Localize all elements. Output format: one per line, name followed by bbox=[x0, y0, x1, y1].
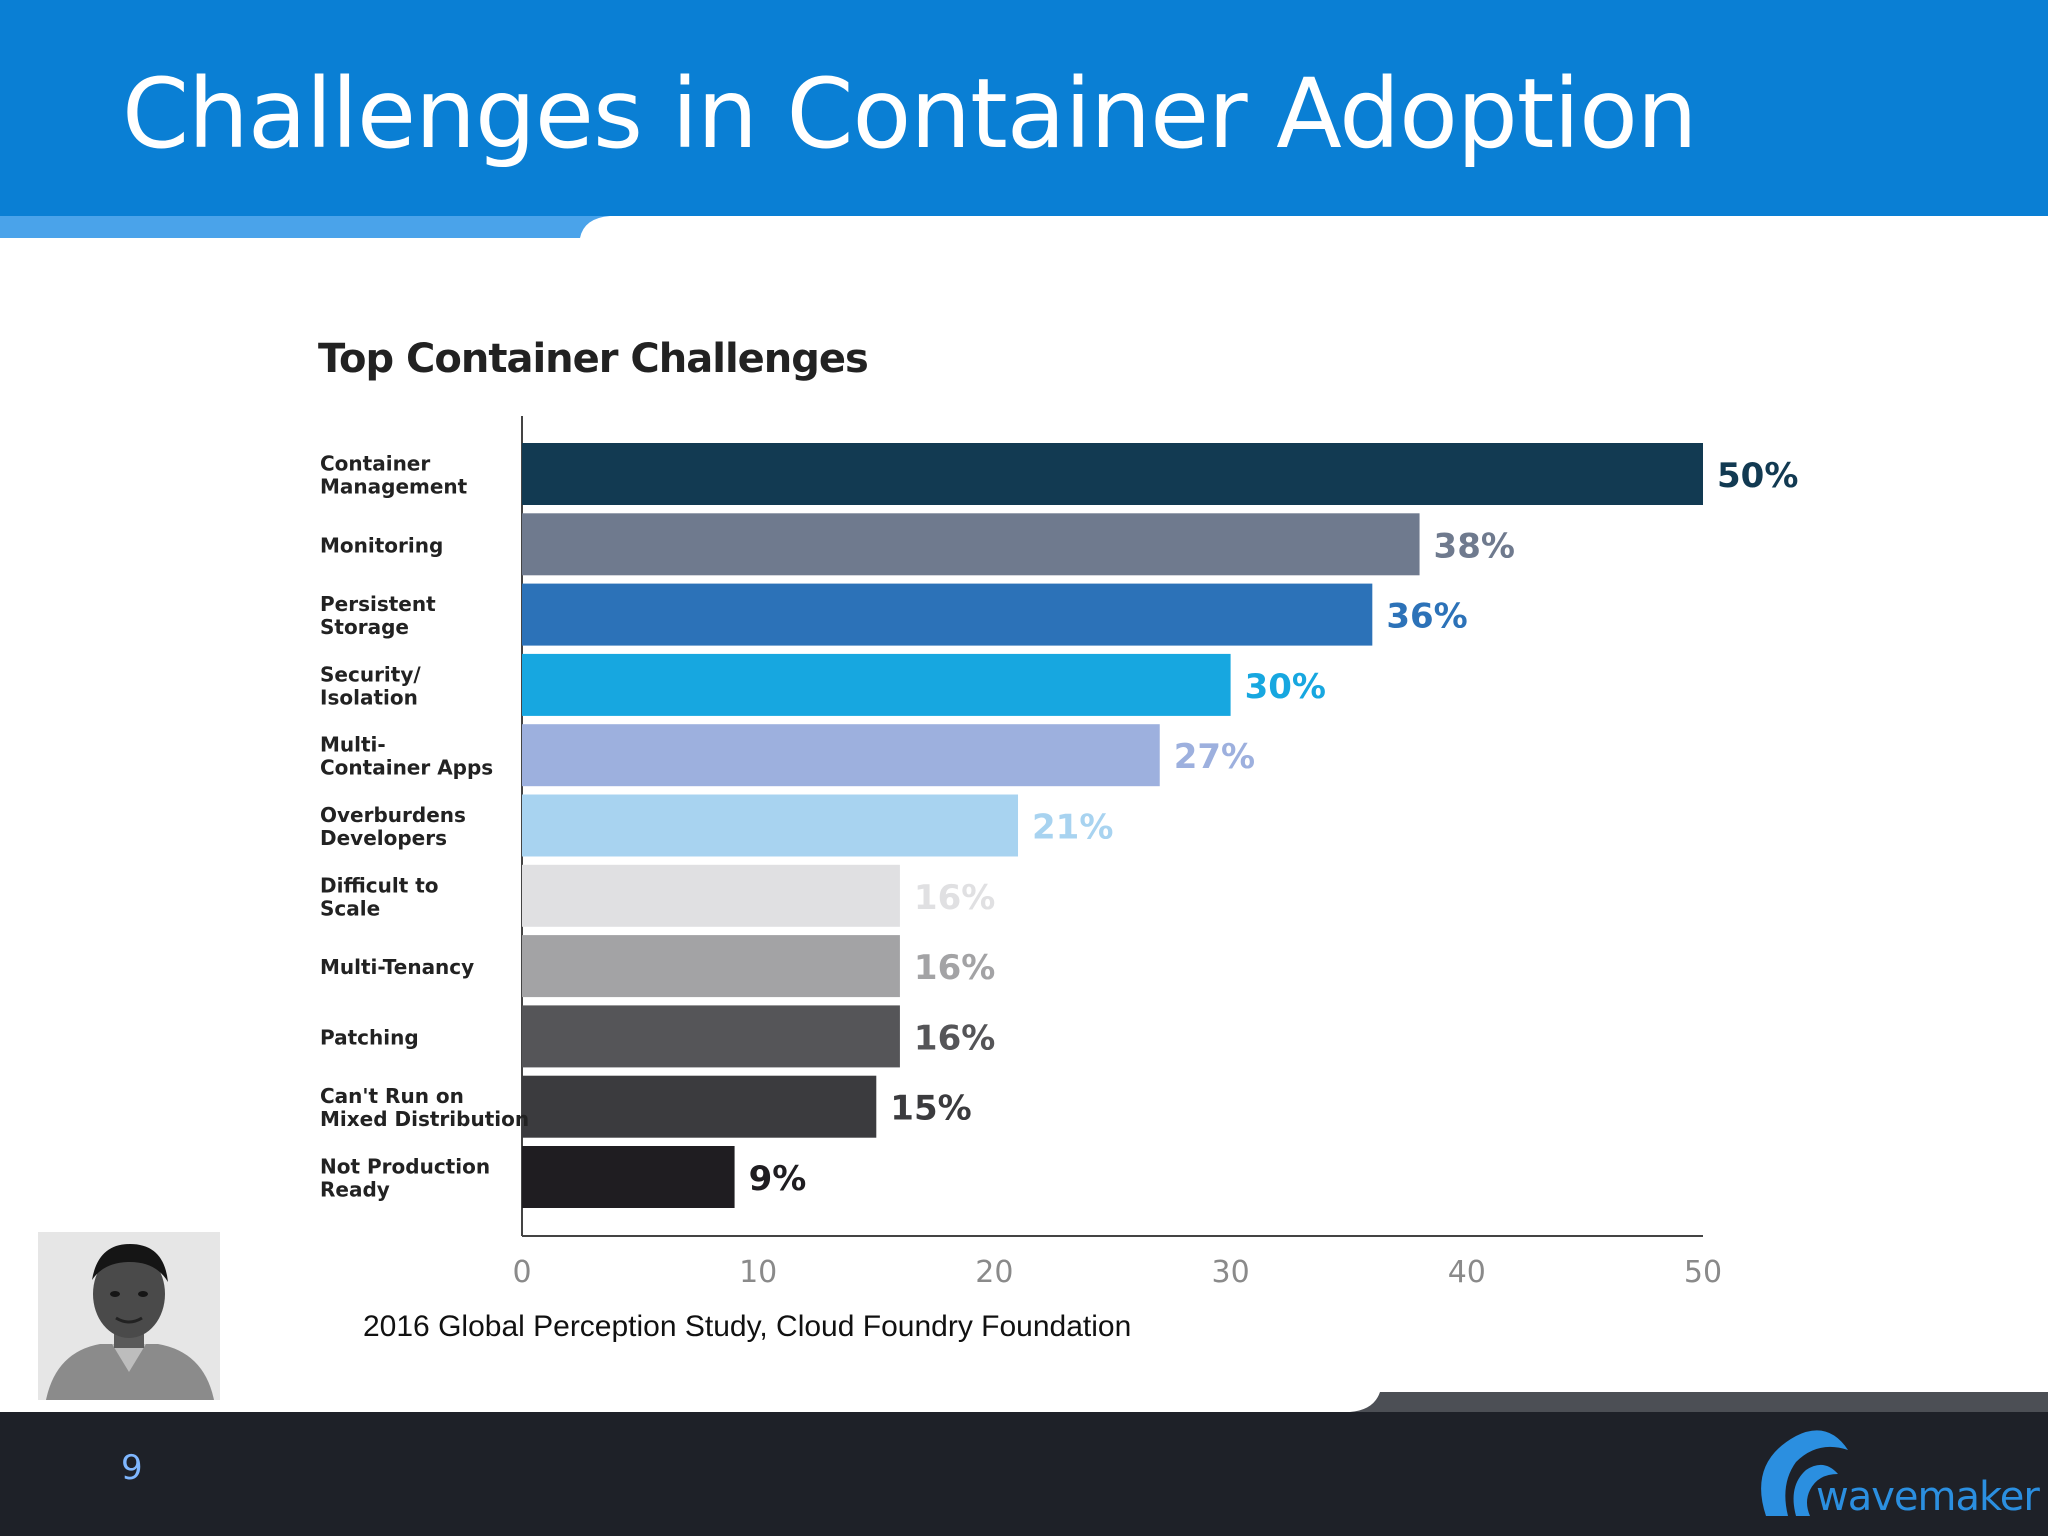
slide-title: Challenges in Container Adoption bbox=[122, 58, 1698, 170]
bar bbox=[522, 794, 1019, 857]
category-label: Persistent Storage bbox=[320, 592, 436, 639]
x-tick-label: 30 bbox=[1212, 1255, 1250, 1290]
data-label: 36% bbox=[1386, 597, 1467, 637]
chart-title: Top Container Challenges bbox=[318, 336, 869, 382]
x-tick-label: 20 bbox=[975, 1255, 1013, 1290]
category-label: Overburdens Developers bbox=[320, 803, 466, 850]
bar bbox=[522, 1005, 900, 1068]
category-label: Container Management bbox=[320, 452, 468, 499]
bar bbox=[522, 443, 1703, 505]
data-label: 50% bbox=[1717, 456, 1798, 496]
slide-footer bbox=[0, 1412, 2048, 1536]
x-tick-label: 50 bbox=[1684, 1255, 1722, 1290]
category-label: Difficult to Scale bbox=[320, 873, 439, 920]
data-label: 16% bbox=[914, 948, 995, 988]
bar bbox=[522, 1075, 877, 1138]
bar-chart: 50% Container Management 38% Monitoring 36% Pe… bbox=[320, 416, 1798, 1290]
category-label: Multi-Tenancy bbox=[320, 955, 474, 979]
bar bbox=[522, 583, 1373, 646]
bar bbox=[522, 935, 900, 998]
logo-text: wavemaker bbox=[1816, 1474, 2040, 1520]
data-label: 9% bbox=[749, 1159, 807, 1199]
category-label: Not Production Ready bbox=[320, 1155, 490, 1202]
data-label: 21% bbox=[1032, 808, 1113, 848]
data-label: 30% bbox=[1245, 667, 1326, 707]
footer-accent-curve bbox=[1350, 1392, 1390, 1412]
category-label: Monitoring bbox=[320, 533, 443, 557]
data-label: 38% bbox=[1434, 526, 1515, 566]
data-label: 27% bbox=[1174, 737, 1255, 777]
category-label: Can't Run on Mixed Distribution bbox=[320, 1084, 529, 1131]
bar bbox=[522, 1146, 735, 1208]
x-tick-label: 0 bbox=[512, 1255, 531, 1290]
data-label: 16% bbox=[914, 1018, 995, 1058]
category-label: Patching bbox=[320, 1025, 419, 1049]
bar bbox=[522, 653, 1231, 716]
category-label: Multi-Container Apps bbox=[320, 733, 493, 780]
footer-accent-strip bbox=[1380, 1392, 2048, 1412]
header-accent-curve bbox=[570, 216, 610, 238]
source-caption: 2016 Global Perception Study, Cloud Foun… bbox=[363, 1310, 1132, 1343]
x-tick-label: 40 bbox=[1448, 1255, 1486, 1290]
bar bbox=[522, 864, 900, 927]
page-number: 9 bbox=[121, 1448, 143, 1488]
bar bbox=[522, 513, 1420, 576]
category-label: Security/Isolation bbox=[320, 662, 421, 709]
bar bbox=[522, 724, 1160, 787]
data-label: 16% bbox=[914, 878, 995, 918]
wavemaker-logo-icon bbox=[1761, 1430, 1848, 1516]
slide-header bbox=[0, 0, 2048, 216]
data-label: 15% bbox=[890, 1089, 971, 1129]
x-tick-label: 10 bbox=[739, 1255, 777, 1290]
presenter-photo bbox=[38, 1232, 220, 1400]
header-accent-bar bbox=[0, 216, 580, 238]
